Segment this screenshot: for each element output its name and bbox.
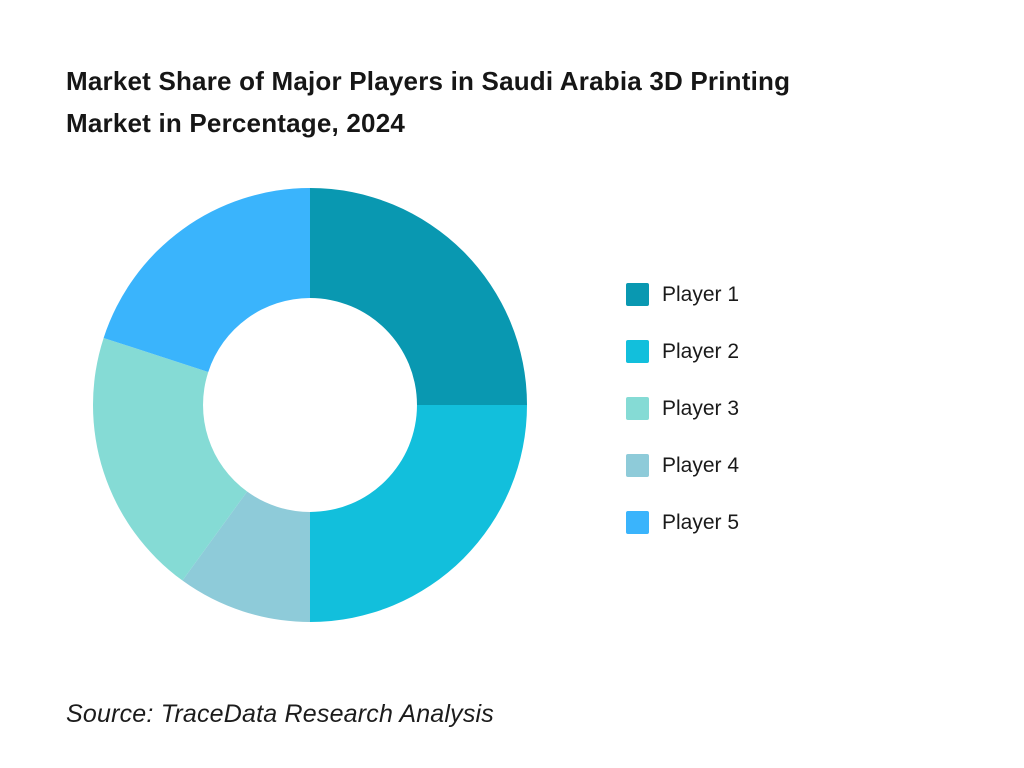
legend-item-player-3: Player 3 (626, 397, 739, 420)
source-note: Source: TraceData Research Analysis (66, 700, 495, 728)
legend-swatch-player-3 (626, 397, 649, 420)
legend-label-player-3: Player 3 (662, 397, 740, 420)
legend-label-player-4: Player 4 (662, 454, 740, 477)
legend-label-player-5: Player 5 (662, 511, 740, 534)
legend-item-player-5: Player 5 (626, 511, 739, 534)
legend-swatch-player-4 (626, 454, 649, 477)
legend-item-player-2: Player 2 (626, 340, 739, 363)
legend-swatch-player-2 (626, 340, 649, 363)
legend: Player 1 Player 2 Player 3 Player 4 Play… (626, 283, 739, 534)
chart-title-line-2: Market in Percentage, 2024 (66, 108, 406, 138)
donut-segment-player-2 (310, 405, 527, 622)
chart-title: Market Share of Major Players in Saudi A… (66, 60, 790, 144)
legend-label-player-2: Player 2 (662, 340, 740, 363)
chart-title-line-1: Market Share of Major Players in Saudi A… (66, 66, 791, 96)
donut-segment-player-5 (103, 188, 311, 372)
donut-segment-player-3 (92, 337, 248, 581)
donut-segment-player-4 (182, 491, 310, 622)
donut-chart (90, 185, 530, 625)
legend-label-player-1: Player 1 (662, 283, 740, 306)
legend-swatch-player-1 (626, 283, 649, 306)
legend-item-player-1: Player 1 (626, 283, 739, 306)
donut-segment-player-1 (310, 188, 527, 405)
legend-item-player-4: Player 4 (626, 454, 739, 477)
legend-swatch-player-5 (626, 511, 649, 534)
donut-chart-svg (92, 188, 527, 622)
